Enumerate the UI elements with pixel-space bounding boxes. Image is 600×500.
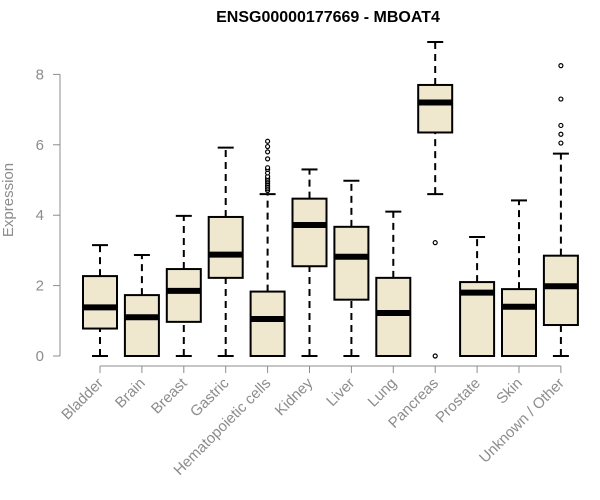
x-tick-label: Skin bbox=[493, 375, 526, 408]
outlier-point bbox=[265, 138, 271, 144]
box-iqr bbox=[82, 275, 118, 330]
box-iqr bbox=[249, 290, 286, 358]
y-tick-label: 2 bbox=[36, 278, 44, 295]
x-tick-label: Breast bbox=[148, 374, 191, 417]
box-iqr bbox=[333, 225, 370, 301]
box-iqr bbox=[375, 276, 412, 357]
box-series bbox=[82, 41, 579, 359]
box-skin bbox=[501, 199, 537, 357]
box-iqr bbox=[207, 215, 244, 279]
box-prostate bbox=[459, 236, 496, 357]
y-tick-label: 0 bbox=[36, 348, 44, 365]
box-lung bbox=[375, 210, 412, 357]
box-iqr bbox=[542, 254, 579, 327]
box-iqr bbox=[501, 288, 537, 357]
outlier-point bbox=[432, 240, 438, 246]
box-bladder bbox=[82, 244, 118, 357]
box-iqr bbox=[417, 83, 454, 134]
outlier-point bbox=[558, 96, 564, 102]
box-gastric bbox=[207, 146, 244, 357]
box-liver bbox=[333, 179, 370, 357]
outlier-point bbox=[265, 156, 271, 162]
x-tick-label: Bladder bbox=[58, 375, 107, 424]
box-breast bbox=[165, 214, 202, 357]
x-tick-label: Brain bbox=[112, 375, 149, 412]
outlier-point bbox=[265, 143, 271, 150]
outlier-point bbox=[432, 353, 438, 359]
y-axis: 0 2 4 6 8 bbox=[36, 66, 61, 365]
box-hematopoietic-cells bbox=[249, 138, 286, 358]
y-axis-title: Expression bbox=[0, 163, 17, 237]
y-tick-label: 8 bbox=[36, 66, 44, 83]
box-iqr bbox=[165, 268, 202, 323]
box-pancreas bbox=[417, 41, 454, 359]
x-tick-label: Prostate bbox=[432, 375, 484, 427]
outlier-point bbox=[558, 131, 564, 137]
x-tick-label: Liver bbox=[323, 375, 358, 410]
box-iqr bbox=[123, 294, 160, 358]
box-unknown-other bbox=[542, 62, 579, 357]
y-tick-label: 6 bbox=[36, 137, 44, 154]
box-kidney bbox=[291, 168, 328, 357]
x-tick-label: Lung bbox=[365, 375, 401, 411]
outlier-point bbox=[265, 165, 271, 171]
chart-title: ENSG00000177669 - MBOAT4 bbox=[216, 9, 440, 26]
y-tick-label: 4 bbox=[36, 207, 44, 224]
outlier-point bbox=[558, 122, 564, 129]
box-brain bbox=[123, 253, 160, 358]
outlier-point bbox=[558, 140, 564, 146]
x-tick-label: Kidney bbox=[272, 374, 317, 419]
outlier-point bbox=[265, 149, 271, 155]
box-iqr bbox=[291, 197, 328, 268]
outlier-point bbox=[558, 62, 564, 69]
